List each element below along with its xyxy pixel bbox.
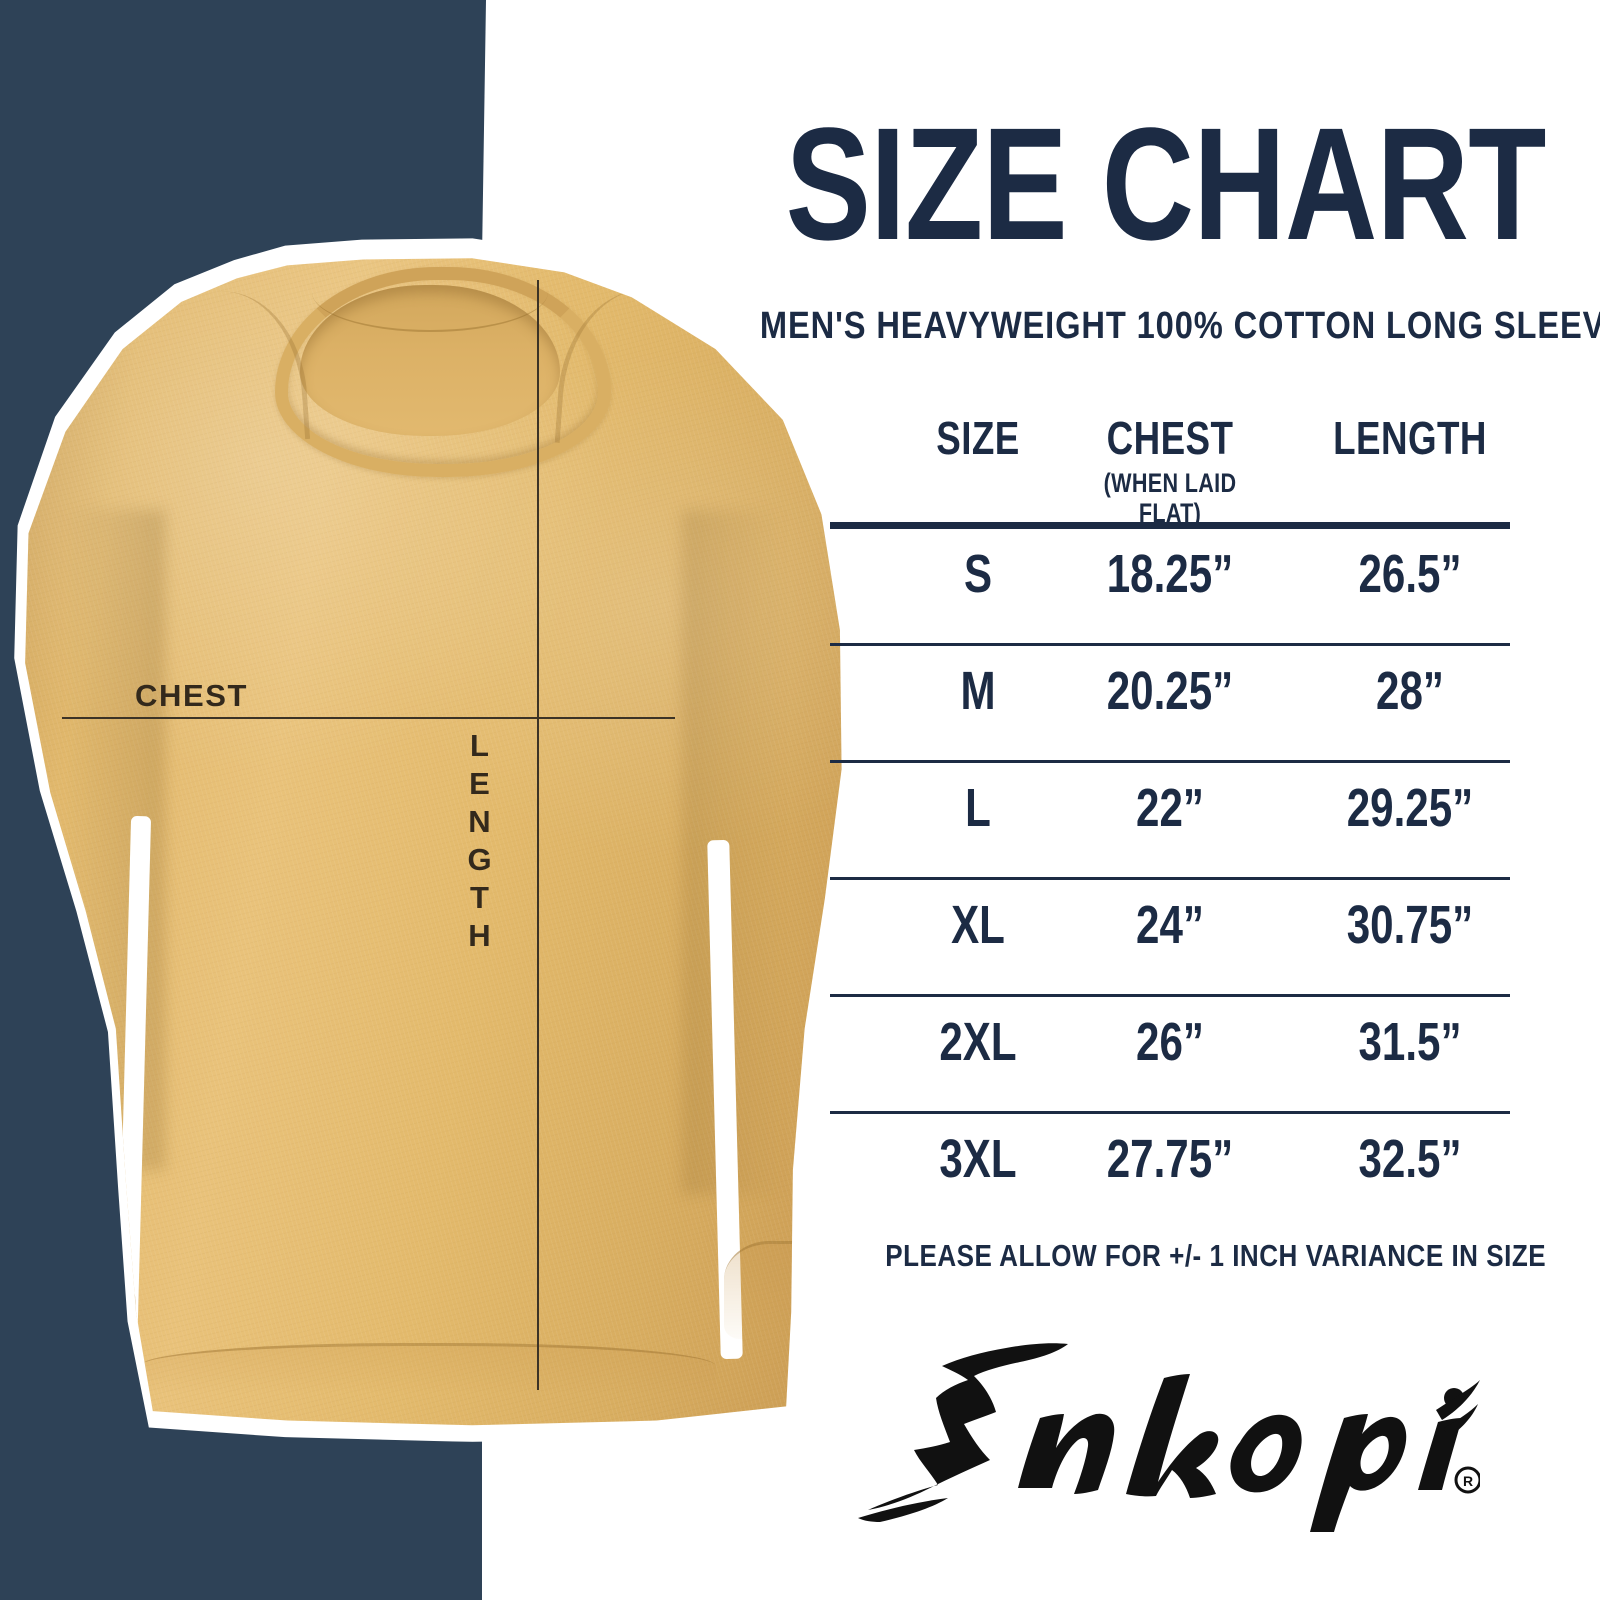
- cell-length: 30.75”: [1346, 895, 1474, 955]
- table-row: S 18.25” 26.5”: [830, 529, 1510, 646]
- chart-content-column: SIZE CHART MEN'S HEAVYWEIGHT 100% COTTON…: [700, 0, 1600, 1600]
- length-measure-line: [537, 280, 539, 1390]
- brand-logo: R: [840, 1322, 1480, 1532]
- table-header-row: SIZE CHEST (WHEN LAID FLAT) LENGTH: [830, 412, 1510, 528]
- cell-length: 29.25”: [1346, 778, 1474, 838]
- row-divider: [830, 759, 1510, 763]
- page-title: SIZE CHART: [785, 94, 1547, 273]
- cell-chest: 20.25”: [1106, 661, 1234, 721]
- cell-size: M: [960, 661, 996, 721]
- cell-size: 2XL: [939, 1012, 1017, 1072]
- table-row: L 22” 29.25”: [830, 763, 1510, 880]
- page-subtitle: MEN'S HEAVYWEIGHT 100% COTTON LONG SLEEV…: [759, 305, 1600, 347]
- cell-size: S: [963, 544, 993, 604]
- column-header-size: SIZE: [936, 412, 1020, 464]
- table-row: XL 24” 30.75”: [830, 880, 1510, 997]
- cell-chest: 26”: [1136, 1012, 1204, 1072]
- row-divider: [830, 993, 1510, 997]
- cell-length: 26.5”: [1358, 544, 1462, 604]
- cell-length: 32.5”: [1358, 1129, 1462, 1189]
- table-row: M 20.25” 28”: [830, 646, 1510, 763]
- cell-size: L: [965, 778, 991, 838]
- chest-measure-line: [62, 717, 675, 719]
- table-body: S 18.25” 26.5” M 20.25” 28” L 22” 29.25”: [830, 529, 1510, 1231]
- column-header-chest: CHEST: [1106, 412, 1234, 464]
- cell-length: 28”: [1376, 661, 1444, 721]
- cell-size: 3XL: [939, 1129, 1017, 1189]
- cell-size: XL: [951, 895, 1005, 955]
- collar-seam: [312, 292, 548, 333]
- table-header-rule: [830, 522, 1510, 529]
- cell-chest: 22”: [1136, 778, 1204, 838]
- row-divider: [830, 1110, 1510, 1114]
- row-divider: [830, 876, 1510, 880]
- variance-note: PLEASE ALLOW FOR +/- 1 INCH VARIANCE IN …: [885, 1238, 1547, 1273]
- column-header-chest-subtext: (WHEN LAID FLAT): [1103, 468, 1237, 528]
- cell-length: 31.5”: [1358, 1012, 1462, 1072]
- left-cuff: [25, 1264, 136, 1363]
- table-row: 3XL 27.75” 32.5”: [830, 1114, 1510, 1231]
- size-table: SIZE CHEST (WHEN LAID FLAT) LENGTH S 18.…: [830, 412, 1510, 1189]
- bottom-hem: [140, 1342, 716, 1393]
- garment-photo: [10, 238, 853, 1442]
- cell-chest: 27.75”: [1106, 1129, 1234, 1189]
- table-row: 2XL 26” 31.5”: [830, 997, 1510, 1114]
- long-sleeve-shirt-image: [25, 258, 842, 1426]
- cell-chest: 18.25”: [1106, 544, 1234, 604]
- cell-chest: 24”: [1136, 895, 1204, 955]
- length-measure-label: LENGTH: [462, 728, 497, 956]
- column-header-length: LENGTH: [1333, 412, 1487, 464]
- svg-text:R: R: [1463, 1473, 1473, 1489]
- row-divider: [830, 642, 1510, 646]
- chest-measure-label: CHEST: [135, 678, 249, 713]
